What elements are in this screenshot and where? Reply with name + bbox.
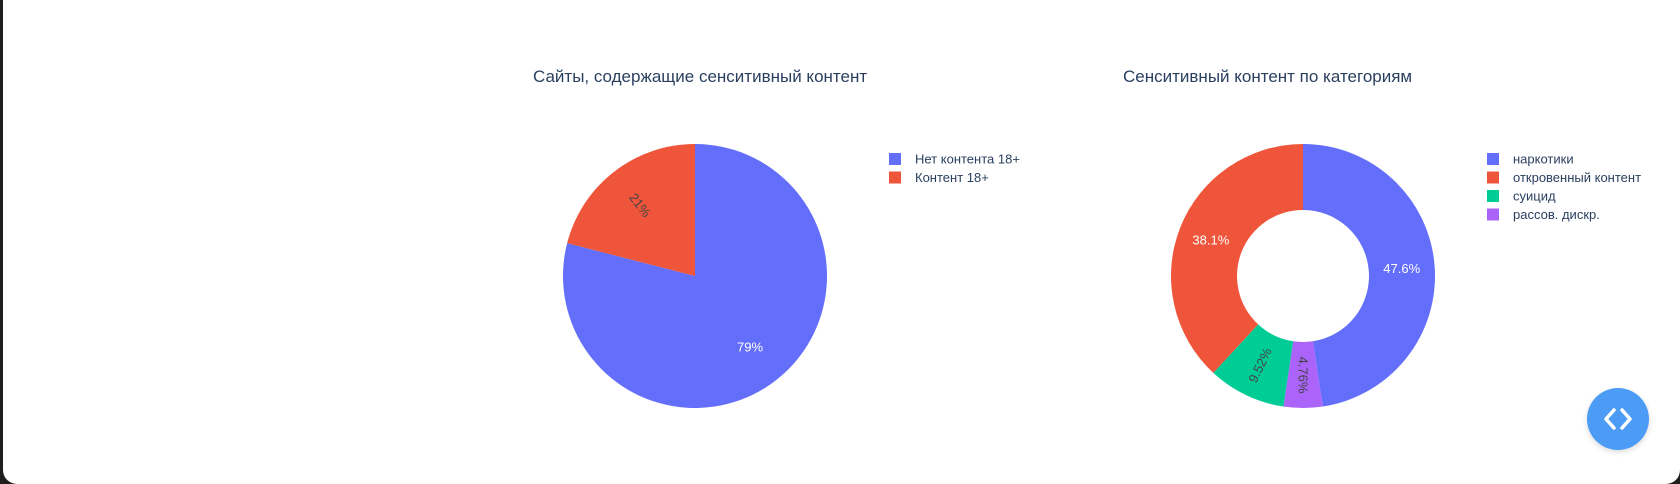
legend-swatch xyxy=(1487,208,1499,221)
pie-slices xyxy=(563,144,827,408)
donut-chart-svg: Сенситивный контент по категориям 47.6% 4… xyxy=(1123,67,1641,409)
slice-label: 79% xyxy=(737,339,763,354)
legend-label: рассов. дискр. xyxy=(1513,207,1600,222)
legend-label: откровенный контент xyxy=(1513,170,1641,185)
chart-title: Сайты, содержащие сенситивный контент xyxy=(533,67,867,86)
legend[interactable]: наркотики откровенный контент суицид рассов… xyxy=(1487,152,1641,223)
legend-label: суицид xyxy=(1513,189,1556,204)
slice-label: 47.6% xyxy=(1383,261,1420,276)
legend-label: Контент 18+ xyxy=(915,170,989,185)
pie-chart-svg: Сайты, содержащие сенситивный контент 79… xyxy=(533,67,1020,408)
pie-slice[interactable] xyxy=(1283,341,1323,409)
donut-slices xyxy=(1171,144,1436,409)
legend[interactable]: Нет контента 18+ Контент 18+ xyxy=(889,152,1020,186)
pie-slice[interactable] xyxy=(1303,144,1436,407)
legend-item[interactable]: Контент 18+ xyxy=(889,170,989,185)
legend-item[interactable]: Нет контента 18+ xyxy=(889,152,1020,167)
legend-label: наркотики xyxy=(1513,152,1574,167)
legend-swatch xyxy=(889,171,901,184)
legend-swatch xyxy=(1487,153,1499,165)
pie-slice[interactable] xyxy=(567,144,695,276)
legend-item[interactable]: наркотики xyxy=(1487,152,1574,167)
legend-swatch xyxy=(1487,190,1499,202)
legend-swatch xyxy=(1487,171,1499,184)
slice-label: 38.1% xyxy=(1192,232,1229,247)
code-brackets-icon xyxy=(1604,408,1632,430)
chart-sensitive-sites: Сайты, содержащие сенситивный контент 79… xyxy=(523,0,1083,484)
donut-labels: 47.6%4.76%9.52%38.1% xyxy=(1192,232,1420,394)
legend-swatch xyxy=(889,153,901,165)
legend-item[interactable]: рассов. дискр. xyxy=(1487,207,1600,222)
pie-slice[interactable] xyxy=(1213,324,1294,407)
code-toggle-button[interactable] xyxy=(1587,388,1649,450)
legend-item[interactable]: откровенный контент xyxy=(1487,170,1641,185)
legend-item[interactable]: суицид xyxy=(1487,189,1556,204)
slice-label: 4.76% xyxy=(1296,357,1311,394)
chart-sensitive-categories: Сенситивный контент по категориям 47.6% 4… xyxy=(1123,0,1663,484)
chart-canvas: Сайты, содержащие сенситивный контент 79… xyxy=(3,0,1680,484)
pie-slice[interactable] xyxy=(1171,144,1303,373)
chart-title: Сенситивный контент по категориям xyxy=(1123,67,1412,86)
legend-label: Нет контента 18+ xyxy=(915,152,1020,167)
